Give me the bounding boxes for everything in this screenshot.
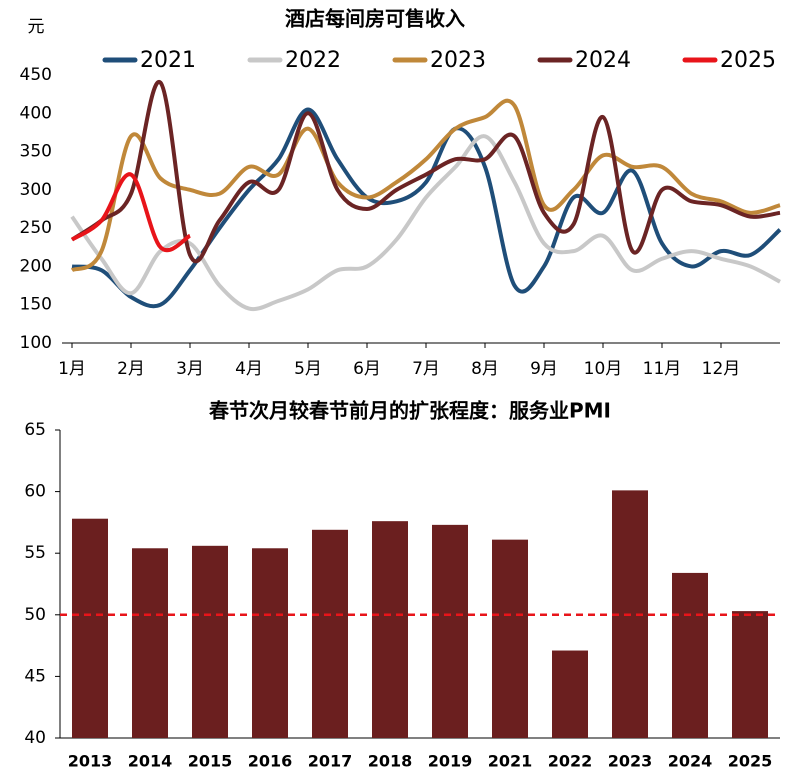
- legend-label: 2021: [140, 48, 196, 73]
- legend-label: 2025: [720, 48, 776, 73]
- y-tick-label: 250: [20, 218, 52, 238]
- x-tick-label: 2017: [308, 752, 353, 771]
- x-tick-label: 2015: [188, 752, 233, 771]
- series-line: [71, 107, 782, 309]
- legend-label: 2023: [430, 48, 486, 73]
- chart-title: 春节次月较春节前月的扩张程度：服务业PMI: [208, 399, 611, 423]
- legend-label: 2024: [575, 48, 631, 73]
- bar: [192, 545, 228, 738]
- y-tick-label: 45: [24, 666, 46, 686]
- x-tick-label: 2021: [488, 752, 533, 771]
- bar: [732, 611, 768, 738]
- y-tick-label: 40: [24, 728, 46, 748]
- y-tick-label: 400: [20, 103, 52, 123]
- y-tick-label: 450: [20, 65, 52, 85]
- x-tick-label: 2014: [128, 752, 173, 771]
- y-tick-label: 350: [20, 142, 52, 162]
- x-tick-label: 3月: [176, 359, 204, 379]
- x-tick-label: 2018: [368, 752, 413, 771]
- x-tick-label: 4月: [235, 359, 263, 379]
- x-tick-label: 5月: [294, 359, 322, 379]
- y-tick-label: 100: [20, 333, 52, 353]
- x-tick-label: 2013: [68, 752, 113, 771]
- legend-label: 2022: [285, 48, 341, 73]
- bar: [312, 529, 348, 738]
- bar: [72, 518, 108, 738]
- x-tick-label: 2月: [117, 359, 145, 379]
- x-tick-label: 7月: [412, 359, 440, 379]
- x-tick-label: 10月: [584, 359, 623, 379]
- x-tick-label: 6月: [353, 359, 381, 379]
- series-line: [70, 80, 781, 264]
- y-tick-label: 55: [24, 543, 46, 563]
- y-axis-unit: 元: [28, 17, 45, 37]
- x-tick-label: 1月: [58, 359, 86, 379]
- x-tick-label: 2022: [548, 752, 593, 771]
- series-line: [70, 98, 781, 273]
- bar: [552, 650, 588, 738]
- bar: [672, 572, 708, 738]
- y-tick-label: 300: [20, 180, 52, 200]
- y-tick-label: 60: [24, 482, 46, 502]
- bar: [252, 548, 288, 738]
- x-tick-label: 11月: [643, 359, 682, 379]
- x-tick-label: 2019: [428, 752, 473, 771]
- y-tick-label: 50: [24, 605, 46, 625]
- bar: [492, 539, 528, 738]
- x-tick-label: 2016: [248, 752, 293, 771]
- x-tick-label: 2025: [728, 752, 773, 771]
- y-tick-label: 65: [24, 420, 46, 440]
- bar: [132, 548, 168, 738]
- x-tick-label: 2023: [608, 752, 653, 771]
- series-line: [70, 134, 781, 312]
- bar: [372, 521, 408, 738]
- y-tick-label: 150: [20, 295, 52, 315]
- y-tick-label: 200: [20, 256, 52, 276]
- series-line: [70, 172, 192, 253]
- x-tick-label: 2024: [668, 752, 713, 771]
- bar: [432, 524, 468, 738]
- x-tick-label: 12月: [702, 359, 741, 379]
- x-tick-label: 9月: [530, 359, 558, 379]
- x-tick-label: 8月: [471, 359, 499, 379]
- chart-title: 酒店每间房可售收入: [285, 7, 465, 31]
